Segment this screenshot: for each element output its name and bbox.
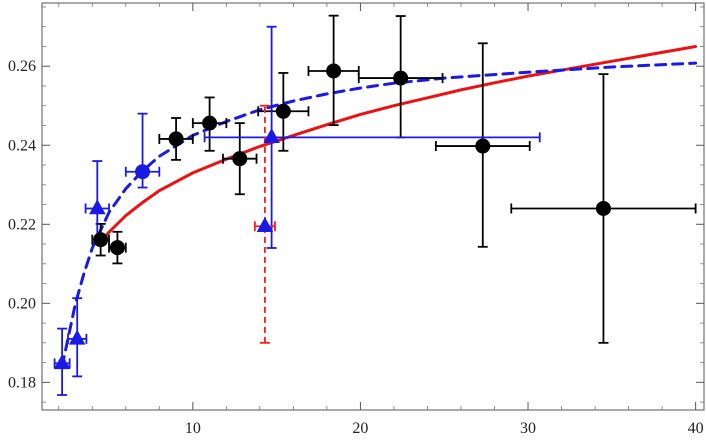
x-tick-label: 30 [520,420,536,437]
triangle-data-point [263,128,280,143]
y-tick-label: 0.24 [8,137,36,154]
triangle-data-point [68,329,86,345]
plot-frame [41,2,705,411]
circle-data-point [475,138,491,154]
axis-ticks: 0.18 0.20 0.22 0.24 0.26 10 20 30 40 [8,3,704,437]
data-markers [53,63,611,370]
triangle-data-point [256,217,274,232]
triangle-data-point [89,199,106,215]
triangle-data-point [53,354,71,370]
circle-data-point [168,131,184,147]
circle-data-point [93,232,109,248]
y-tick-label: 0.20 [8,295,36,312]
circle-data-point [109,240,125,256]
x-tick-label: 20 [352,420,368,437]
circle-data-point [202,115,218,131]
x-tick-label: 10 [185,420,201,437]
circle-data-point [595,200,611,216]
x-tick-label: 40 [688,420,704,437]
circle-data-point [326,63,342,79]
y-tick-label: 0.26 [8,58,36,75]
y-tick-label: 0.18 [8,374,36,391]
circle-data-point [135,164,151,180]
circle-data-point [232,151,248,167]
circle-data-point [275,103,291,119]
solid-fit-curve [99,45,698,244]
y-tick-label: 0.22 [8,216,36,233]
circle-data-point [393,70,409,86]
